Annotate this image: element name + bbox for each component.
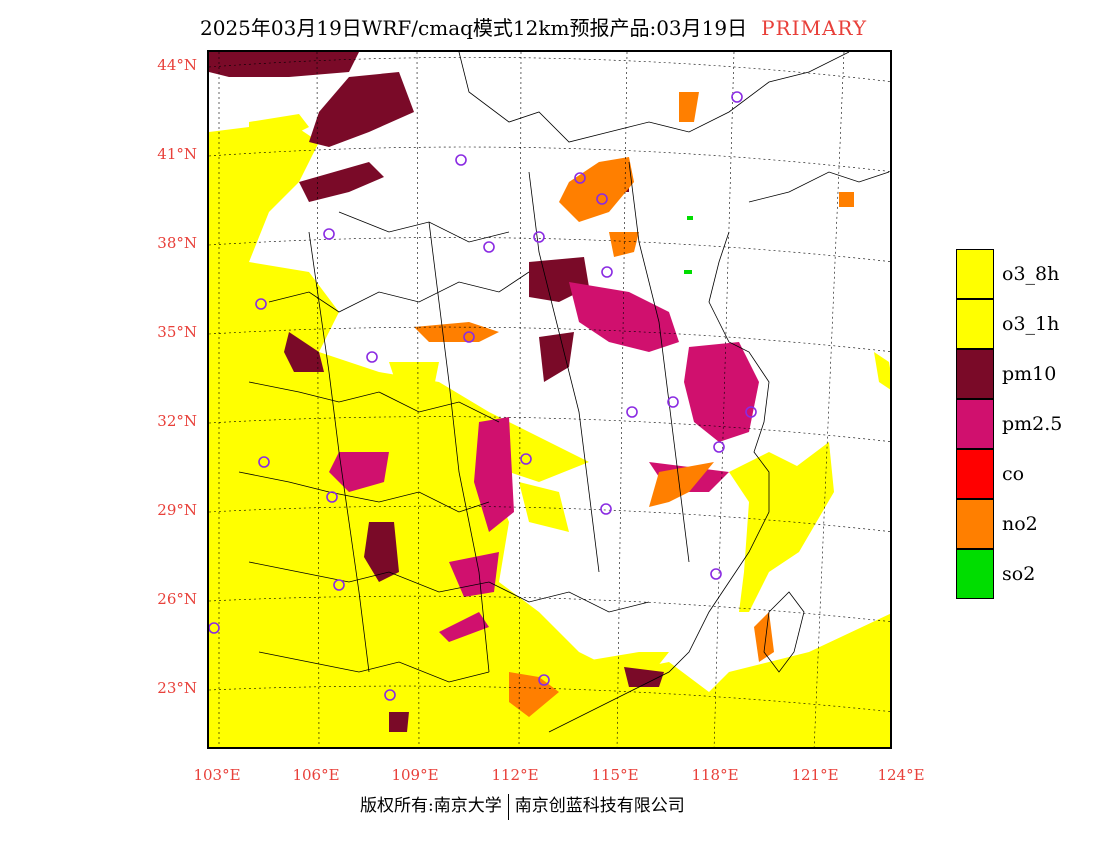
title-main: 2025年03月19日WRF/cmaq模式12km预报产品:03月19日: [200, 16, 748, 40]
so2-region: [684, 216, 693, 274]
legend-swatch: [956, 349, 994, 399]
no2-region: [414, 92, 854, 717]
legend-label: co: [1002, 463, 1025, 485]
footer-right: 南京创蓝科技有限公司: [514, 796, 685, 816]
map-svg: [209, 52, 890, 747]
station-markers: [209, 91, 757, 701]
lon-label: 103°E: [193, 766, 241, 784]
legend-label: o3_1h: [1002, 313, 1060, 335]
lat-label: 35°N: [157, 323, 197, 341]
o3-region: [209, 114, 890, 747]
title-tag: PRIMARY: [761, 16, 868, 40]
lon-label: 112°E: [491, 766, 539, 784]
legend-item-o3-8h: o3_8h: [956, 249, 1076, 299]
lat-label: 29°N: [157, 501, 197, 519]
lat-label: 23°N: [157, 679, 197, 697]
legend-swatch: [956, 399, 994, 449]
legend-item-so2: so2: [956, 549, 1076, 599]
legend-swatch: [956, 499, 994, 549]
legend-label: pm10: [1002, 363, 1057, 385]
lon-label: 109°E: [391, 766, 439, 784]
lon-label: 106°E: [292, 766, 340, 784]
legend-label: so2: [1002, 563, 1036, 585]
legend-swatch: [956, 549, 994, 599]
legend-item-no2: no2: [956, 499, 1076, 549]
legend-item-co: co: [956, 449, 1076, 499]
legend: o3_8h o3_1h pm10 pm2.5 co no2 so2: [956, 249, 1076, 599]
legend-label: no2: [1002, 513, 1038, 535]
graticule: [209, 52, 890, 747]
legend-swatch: [956, 299, 994, 349]
lon-label: 124°E: [877, 766, 925, 784]
lat-label: 26°N: [157, 590, 197, 608]
chart-title: 2025年03月19日WRF/cmaq模式12km预报产品:03月19日 PRIM…: [200, 12, 867, 41]
legend-swatch: [956, 249, 994, 299]
copyright-footer: 版权所有:南京大学 南京创蓝科技有限公司: [360, 791, 685, 820]
legend-item-pm10: pm10: [956, 349, 1076, 399]
legend-item-o3-1h: o3_1h: [956, 299, 1076, 349]
lat-label: 38°N: [157, 234, 197, 252]
lon-label: 121°E: [791, 766, 839, 784]
lon-label: 115°E: [591, 766, 639, 784]
legend-label: o3_8h: [1002, 263, 1060, 285]
lat-label: 32°N: [157, 412, 197, 430]
legend-item-pm25: pm2.5: [956, 399, 1076, 449]
lat-label: 41°N: [157, 145, 197, 163]
lon-label: 118°E: [691, 766, 739, 784]
lat-label: 44°N: [157, 56, 197, 74]
legend-swatch: [956, 449, 994, 499]
footer-divider: [507, 793, 509, 820]
footer-left: 版权所有:南京大学: [360, 796, 502, 816]
borders: [238, 52, 890, 733]
pm25-region: [329, 282, 759, 642]
legend-label: pm2.5: [1002, 413, 1063, 435]
map-panel: [207, 50, 892, 749]
